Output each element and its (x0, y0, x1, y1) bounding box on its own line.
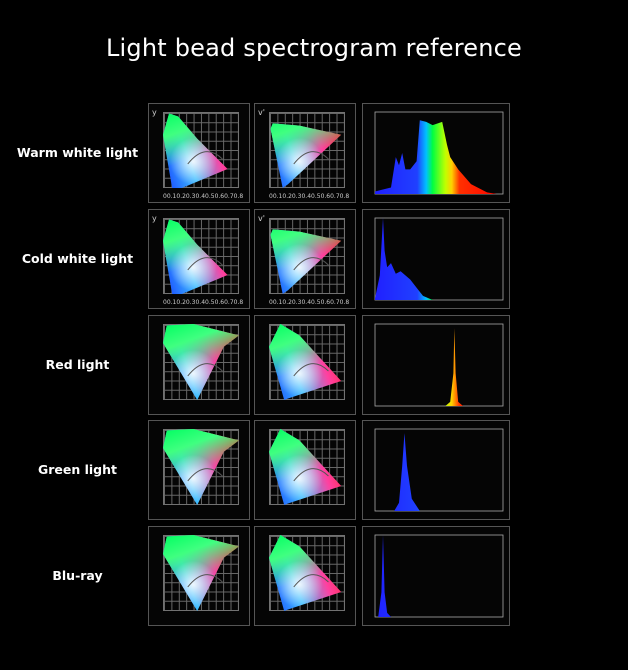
tick-label: 0.5 (205, 299, 215, 306)
tick-label: 0.4 (301, 193, 312, 200)
tick-label: 0.6 (320, 193, 331, 200)
planckian-locus (187, 574, 223, 588)
spectrum-chart (362, 420, 510, 520)
tick-label: 0.1 (272, 299, 283, 306)
tick-label: 0.2 (282, 193, 292, 200)
tick-label: 0.7 (224, 193, 234, 200)
tick-label: 0 (163, 193, 167, 200)
tick-label: 0.4 (195, 299, 206, 306)
cie-xy-diagram: y 0 0.1 0.2 0.3 0.4 0.5 0.6 0.7 0.8 (148, 209, 250, 309)
tick-label: 0.1 (166, 193, 177, 200)
row-label: Blu-ray (52, 568, 103, 583)
planckian-locus (187, 468, 223, 482)
planckian-locus (187, 151, 223, 165)
spectrum-curve (375, 433, 503, 511)
tick-label: 0.8 (339, 299, 350, 306)
tick-label: 0.8 (339, 193, 350, 200)
tick-label: 0.1 (166, 299, 177, 306)
plot-frame (374, 534, 504, 618)
spectrum-chart (362, 209, 510, 309)
planckian-locus (187, 257, 223, 271)
tick-label: 0.4 (301, 299, 312, 306)
y-axis-label: y (152, 214, 157, 223)
tick-label: 0.3 (291, 193, 302, 200)
planckian-locus (187, 363, 223, 377)
tick-label: 0.6 (214, 193, 225, 200)
tick-label: 0.7 (330, 299, 340, 306)
row-label: Green light (37, 462, 118, 477)
cie-xy-diagram (148, 420, 250, 520)
cie-xy-diagram: y 0 0.1 0.2 0.3 0.4 0.5 0.6 0.7 0.8 (148, 103, 250, 203)
y-axis-label: y (152, 108, 157, 117)
tick-label: 0 (163, 299, 167, 306)
spectrum-chart (362, 103, 510, 203)
spectrum-curve (375, 328, 503, 406)
plot-frame (374, 217, 504, 301)
spectrum-curve (375, 120, 497, 194)
tick-label: 0.6 (214, 299, 225, 306)
planckian-locus (293, 257, 329, 271)
spectrum-chart (362, 526, 510, 626)
tick-label: 0.2 (282, 299, 292, 306)
page-title: Light bead spectrogram reference (105, 34, 523, 62)
x-ticks: 0 0.1 0.2 0.3 0.4 0.5 0.6 0.7 0.8 (163, 193, 243, 200)
tick-label: 0.8 (233, 193, 244, 200)
row-label: Cold white light (21, 251, 134, 266)
tick-label: 0.7 (224, 299, 234, 306)
planckian-locus (293, 363, 329, 377)
plot-frame (374, 428, 504, 512)
x-ticks: 0 0.1 0.2 0.3 0.4 0.5 0.6 0.7 0.8 (269, 299, 349, 306)
spectrum-curve (375, 218, 433, 300)
tick-label: 0.2 (176, 299, 186, 306)
tick-label: 0.4 (195, 193, 206, 200)
row-label: Red light (45, 357, 110, 372)
cie-uv-diagram (254, 315, 356, 415)
plot-frame (374, 323, 504, 407)
v-axis-label: v' (258, 108, 265, 117)
tick-label: 0.3 (185, 193, 196, 200)
row-label: Warm white light (16, 145, 139, 160)
cie-xy-diagram (148, 526, 250, 626)
cie-uv-diagram: v' 0 0.1 0.2 0.3 0.4 0.5 0.6 0.7 0.8 (254, 209, 356, 309)
cie-xy-diagram (148, 315, 250, 415)
tick-label: 0.1 (272, 193, 283, 200)
cie-uv-diagram: v' 0 0.1 0.2 0.3 0.4 0.5 0.6 0.7 0.8 (254, 103, 356, 203)
tick-label: 0.7 (330, 193, 340, 200)
v-axis-label: v' (258, 214, 265, 223)
tick-label: 0.5 (311, 299, 321, 306)
spectrum-chart (362, 315, 510, 415)
tick-label: 0.3 (185, 299, 196, 306)
planckian-locus (293, 574, 329, 588)
tick-label: 0 (269, 193, 273, 200)
x-ticks: 0 0.1 0.2 0.3 0.4 0.5 0.6 0.7 0.8 (269, 193, 349, 200)
cie-uv-diagram (254, 420, 356, 520)
cie-uv-diagram (254, 526, 356, 626)
tick-label: 0.5 (205, 193, 215, 200)
spectrum-curve (375, 535, 503, 617)
tick-label: 0.8 (233, 299, 244, 306)
planckian-locus (293, 468, 329, 482)
tick-label: 0.3 (291, 299, 302, 306)
tick-label: 0.6 (320, 299, 331, 306)
tick-label: 0.2 (176, 193, 186, 200)
planckian-locus (293, 151, 329, 165)
x-ticks: 0 0.1 0.2 0.3 0.4 0.5 0.6 0.7 0.8 (163, 299, 243, 306)
tick-label: 0.5 (311, 193, 321, 200)
tick-label: 0 (269, 299, 273, 306)
